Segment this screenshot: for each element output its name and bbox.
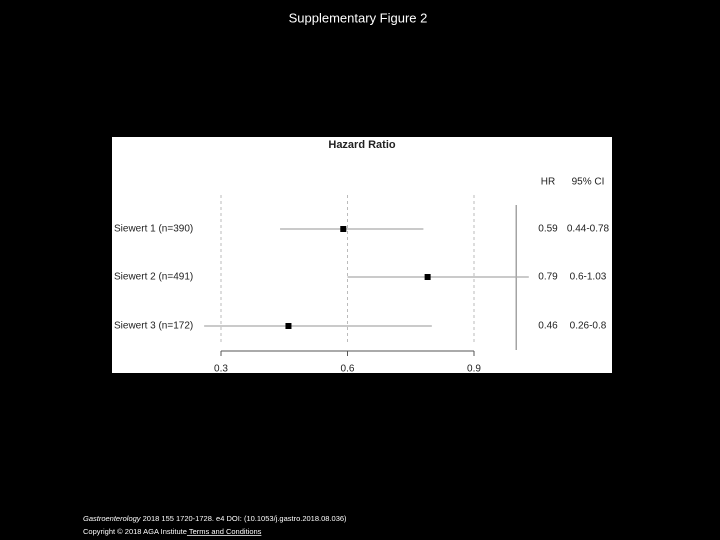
chart-title: Hazard Ratio [328, 139, 396, 151]
copyright-line: Copyright © 2018 AGA Institute Terms and… [83, 527, 262, 536]
hr-label: 0.59 [538, 224, 558, 235]
hr-label: 0.79 [538, 272, 558, 283]
ci-label: 0.26-0.8 [570, 321, 607, 332]
slide-title: Supplementary Figure 2 [289, 10, 428, 25]
point-estimate [285, 323, 292, 329]
copyright: Copyright © 2018 AGA Institute [83, 527, 187, 536]
terms-link[interactable]: Terms and Conditions [187, 527, 262, 536]
citation-text: 2018 155 1720-1728. e4 DOI: (10.1053/j.g… [141, 514, 347, 523]
x-tick-label: 0.3 [214, 364, 228, 375]
row-label: Siewert 2 (n=491) [114, 272, 193, 283]
ci-label: 0.44-0.78 [567, 224, 610, 235]
citation: Gastroenterology 2018 155 1720-1728. e4 … [83, 514, 347, 523]
row-label: Siewert 3 (n=172) [114, 321, 193, 332]
point-estimate [424, 274, 431, 280]
x-tick-label: 0.6 [341, 364, 355, 375]
x-tick-label: 0.9 [467, 364, 481, 375]
hr-label: 0.46 [538, 321, 558, 332]
column-header: 95% CI [572, 177, 605, 188]
point-estimate [340, 226, 347, 232]
row-label: Siewert 1 (n=390) [114, 224, 193, 235]
figure-panel [112, 137, 612, 373]
ci-label: 0.6-1.03 [570, 272, 607, 283]
journal: Gastroenterology [83, 514, 142, 523]
column-header: HR [541, 177, 555, 188]
